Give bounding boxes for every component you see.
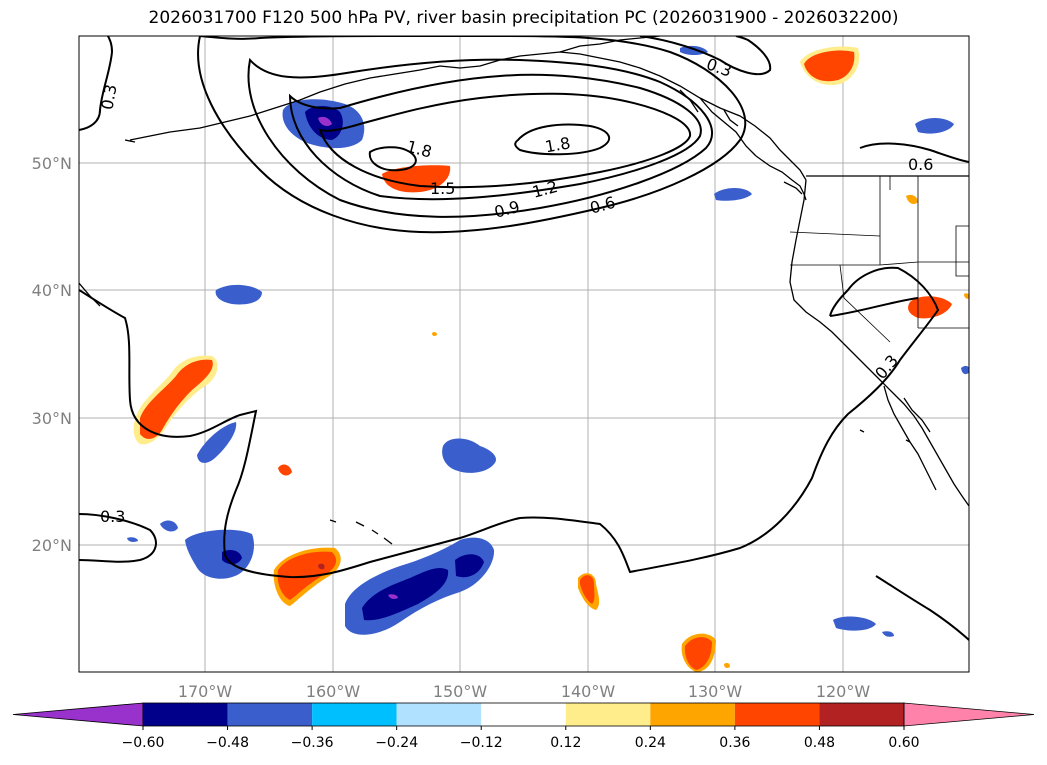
lat-label-20n: 20°N xyxy=(32,536,72,555)
colorbar-bin xyxy=(565,703,651,726)
lon-label-170w: 170°W xyxy=(178,682,233,701)
colorbar-tick-label: 0.36 xyxy=(719,735,750,751)
lon-label-120w: 120°W xyxy=(816,682,871,701)
colorbar-bin xyxy=(650,703,735,726)
lon-label-140w: 140°W xyxy=(561,682,616,701)
colorbar-under-extension xyxy=(12,702,144,727)
negative-anomaly-w2 xyxy=(197,422,237,463)
colorbar-tick-label: −0.36 xyxy=(291,735,334,751)
contour-label: 0.3 xyxy=(97,83,120,111)
colorbar-tick-label: −0.48 xyxy=(206,735,249,751)
contour-label: 0.6 xyxy=(908,155,933,174)
colorbar-bin xyxy=(227,703,313,726)
map-frame xyxy=(78,35,970,673)
colorbar-bin xyxy=(143,703,228,726)
graticule xyxy=(79,36,969,672)
colorbar: −0.60 −0.48 −0.36 −0.24 −0.12 0.12 0.24 0.36 0.4… xyxy=(12,702,1035,751)
negative-anomaly-central xyxy=(442,438,497,473)
colorbar-tick-label: 0.24 xyxy=(635,735,666,751)
lon-label-130w: 130°W xyxy=(688,682,743,701)
map-title: 2026031700 F120 500 hPa PV, river basin … xyxy=(148,8,899,28)
colorbar-tick-label: −0.12 xyxy=(460,735,503,751)
negative-anomaly-w3 xyxy=(215,284,262,305)
lon-label-160w: 160°W xyxy=(306,682,361,701)
latitude-labels: 50°N 40°N 30°N 20°N xyxy=(32,154,72,555)
colorbar-bin xyxy=(734,703,820,726)
lat-label-30n: 30°N xyxy=(32,409,72,428)
colorbar-tick-label: 0.48 xyxy=(804,735,835,751)
lat-label-50n: 50°N xyxy=(32,154,72,173)
contour-label: 1.8 xyxy=(543,133,571,156)
colorbar-bin xyxy=(481,703,566,726)
colorbar-tick-label: −0.60 xyxy=(122,735,165,751)
colorbar-bin xyxy=(819,703,904,726)
colorbar-bin xyxy=(312,703,397,726)
contour-label: 0.3 xyxy=(100,507,125,526)
coastlines xyxy=(79,36,969,545)
longitude-labels: 170°W 160°W 150°W 140°W 130°W 120°W xyxy=(178,682,871,701)
colorbar-tick-label: −0.24 xyxy=(375,735,418,751)
lat-label-40n: 40°N xyxy=(32,281,72,300)
colorbar-tick-label: 0.60 xyxy=(888,735,919,751)
positive-anomaly-gulf xyxy=(382,165,451,193)
colorbar-tick-label: 0.12 xyxy=(550,735,581,751)
contour-label: 1.5 xyxy=(430,179,455,198)
lon-label-150w: 150°W xyxy=(433,682,488,701)
precipitation-shading xyxy=(127,45,969,672)
colorbar-outline xyxy=(142,702,905,727)
colorbar-bin xyxy=(396,703,482,726)
colorbar-over-extension xyxy=(903,702,1035,727)
